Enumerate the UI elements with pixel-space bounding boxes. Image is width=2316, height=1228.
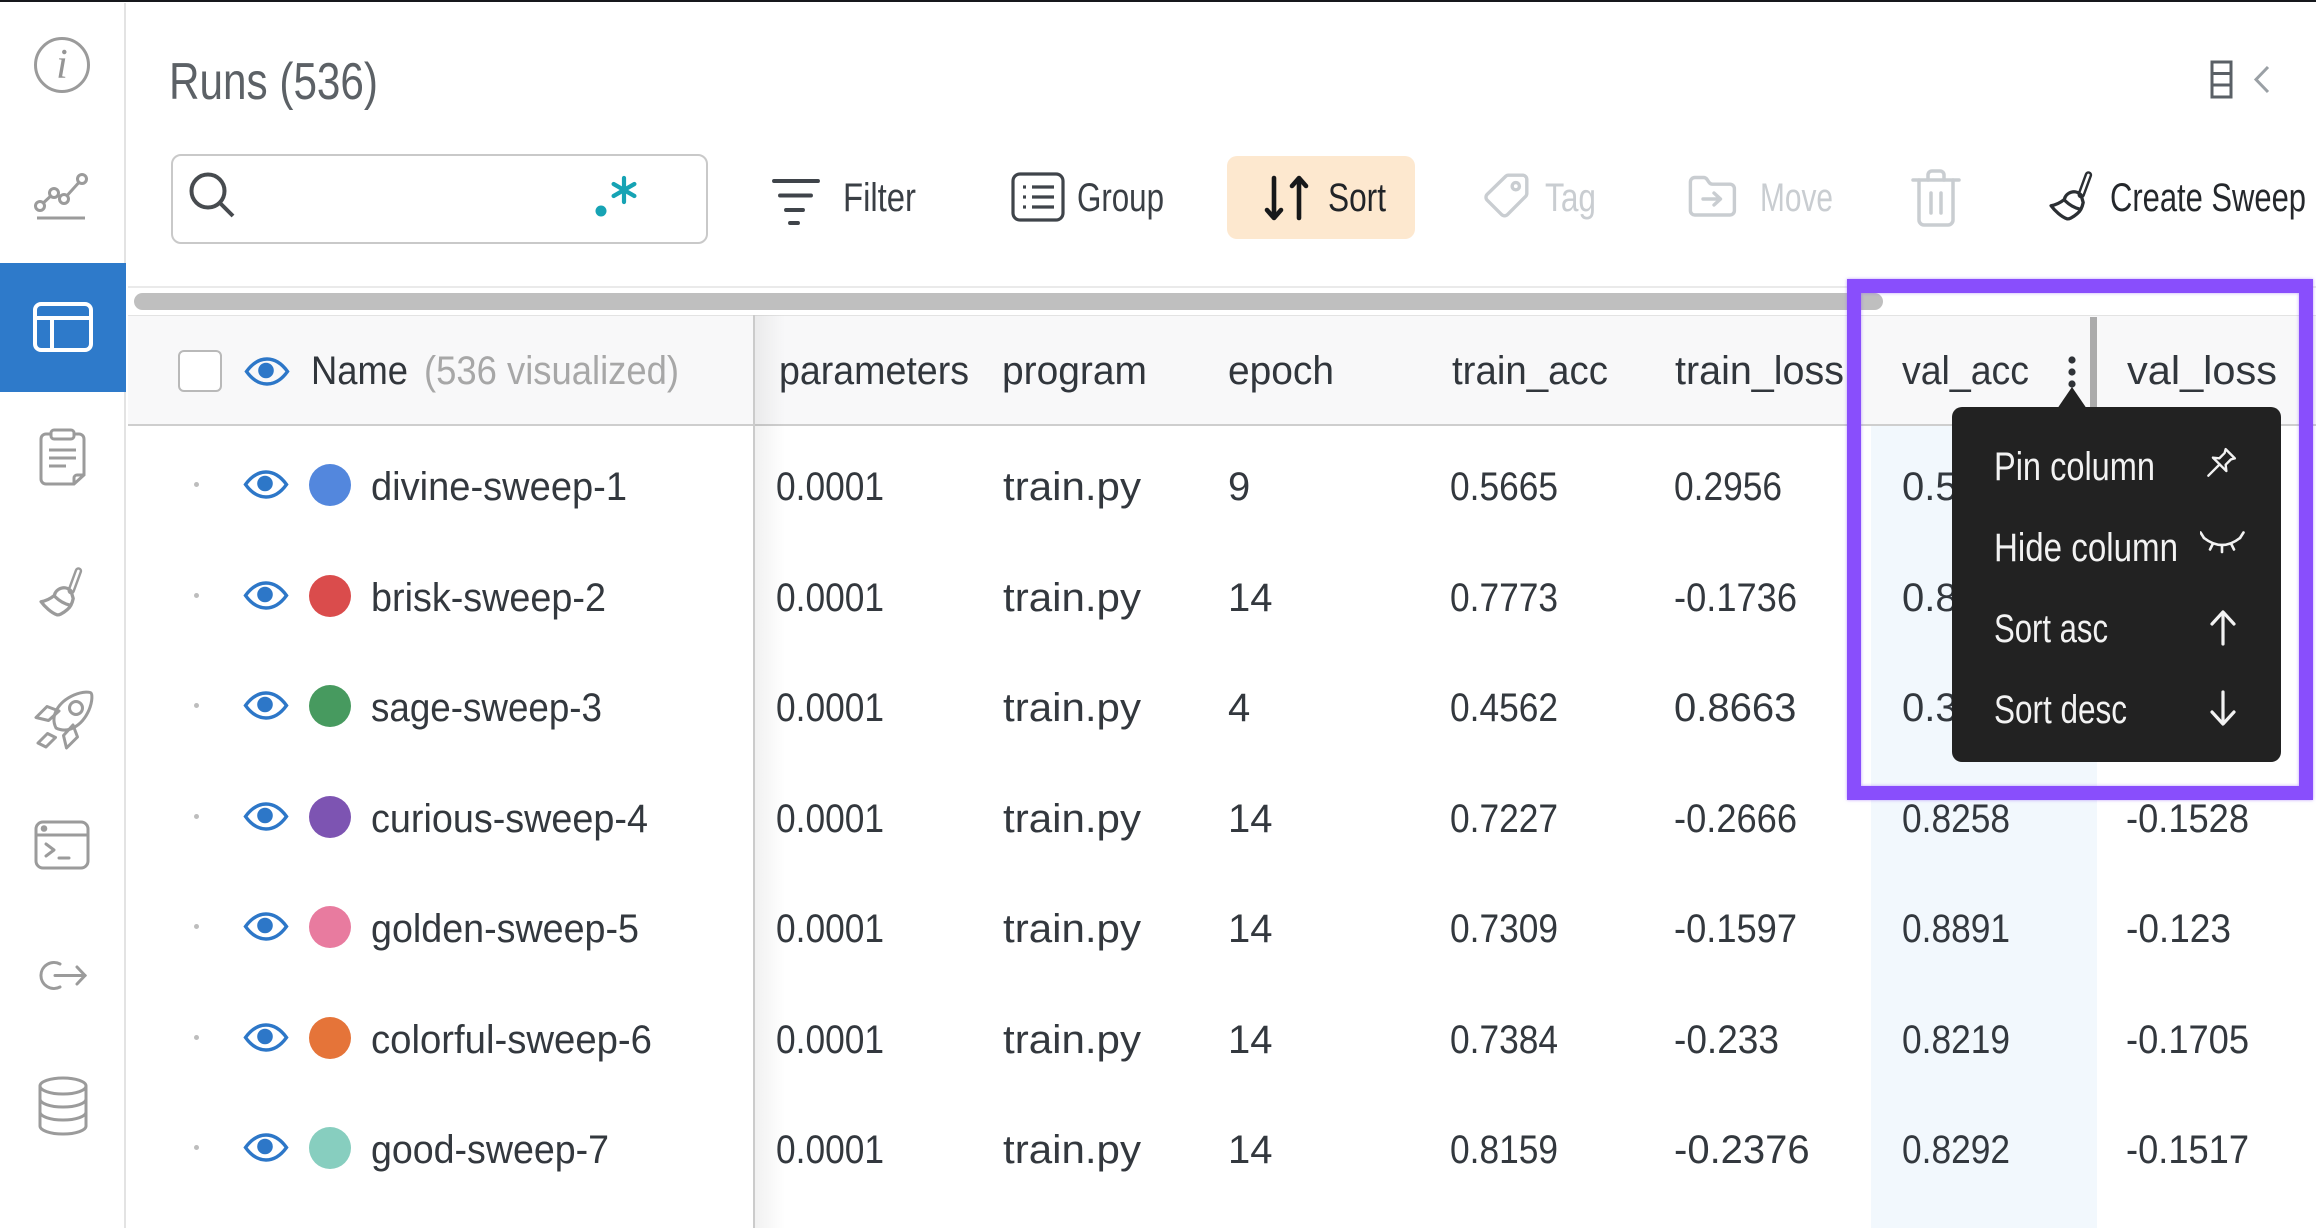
svg-text:i: i — [56, 42, 68, 88]
